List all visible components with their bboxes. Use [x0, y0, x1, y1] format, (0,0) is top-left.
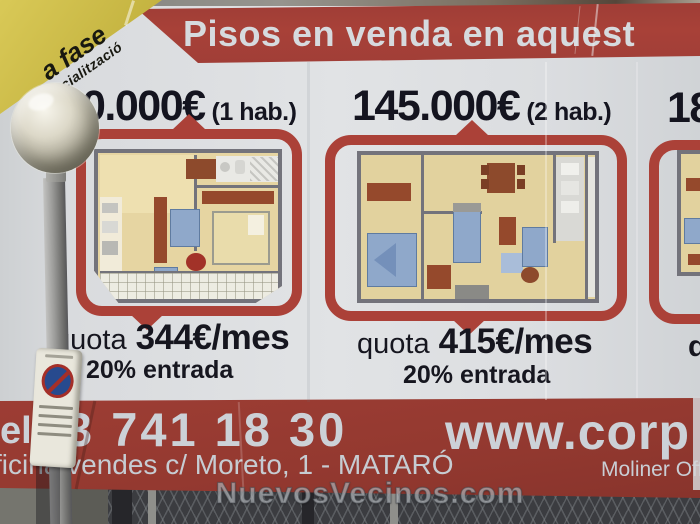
floorplan2-rug — [501, 253, 523, 273]
floorplan2-chair — [517, 165, 525, 175]
price-2hab-rooms: (2 hab.) — [526, 98, 612, 126]
floorplan2-round-table — [521, 267, 539, 283]
entrada-1hab: 20% entrada — [86, 356, 234, 384]
price-3hab-value: 18 — [667, 84, 700, 132]
fence-post — [112, 486, 132, 524]
floorplan1-appliance — [102, 203, 118, 213]
sign-text-line — [38, 413, 73, 420]
banner-title: Pisos en venda en aquest — [183, 13, 636, 54]
floorplan2-appliance — [561, 201, 579, 213]
fence-post — [302, 490, 314, 524]
no-parking-sign — [29, 347, 83, 469]
quota-1hab: quota 344€/mes — [54, 318, 290, 358]
floorplan2-wall — [421, 155, 424, 299]
sign-text-line — [37, 431, 72, 437]
floorplan1-sofa — [170, 209, 200, 247]
quota-3-fragment: q — [688, 330, 700, 363]
floorplan-3 — [677, 150, 700, 276]
floorplan2-chair — [481, 165, 489, 175]
frame-1hab-arrow-down — [130, 314, 164, 330]
frame-1hab — [76, 129, 302, 316]
floorplan1-terrace — [100, 273, 278, 299]
floorplan3-furniture — [684, 218, 700, 244]
quota-1hab-value: 344€/mes — [135, 318, 290, 357]
quota-2hab-label: quota — [357, 328, 430, 360]
floorplan1-pillow — [248, 215, 264, 235]
floorplan1-dining-table — [186, 159, 218, 179]
billboard-edge — [693, 396, 700, 490]
sky-strip — [0, 0, 700, 10]
floorplan2-duvet — [374, 243, 396, 277]
floorplan1-terrace-wall — [100, 271, 278, 273]
agency-name: Moliner Offi — [601, 458, 700, 481]
lamppost-collar — [46, 170, 66, 182]
floorplan3-furniture — [686, 178, 700, 191]
floorplan2-appliance — [561, 181, 579, 195]
floorplan1-tv-unit — [154, 197, 167, 263]
floorplan2-dining-table — [487, 163, 515, 193]
floorplan2-balcony — [588, 157, 595, 297]
floorplan2-wall — [585, 155, 588, 299]
floorplan2-chair — [517, 179, 525, 189]
frame-2hab-arrow-down — [452, 319, 486, 335]
floorplan2-door-mat — [455, 285, 489, 299]
floorplan1-toilet — [235, 160, 245, 174]
quota-2hab-value: 415€/mes — [438, 322, 593, 361]
floorplan2-cabinet — [453, 211, 481, 263]
floorplan2-wall — [553, 155, 556, 243]
sign-text-line — [38, 404, 74, 411]
floorplan2-wardrobe — [367, 183, 411, 201]
frame-3 — [649, 140, 700, 324]
entrada-2hab: 20% entrada — [403, 361, 551, 389]
quota-2hab: quota 415€/mes — [357, 322, 593, 362]
no-parking-icon — [40, 363, 75, 399]
phone-number: 3 741 18 30 — [66, 403, 348, 456]
frame-1hab-arrow-up — [172, 114, 206, 130]
floorplan1-sink — [220, 162, 230, 172]
sign-text-line — [37, 422, 73, 429]
floorplan2-cabinet-top — [453, 203, 481, 212]
floorplan2-dresser — [427, 265, 451, 289]
floorplan1-wall — [194, 185, 278, 188]
floorplan1-appliance — [102, 221, 118, 233]
floorplan3-furniture — [688, 254, 700, 265]
watermark: NuevosVecinos.com — [215, 476, 525, 510]
floorplan1-appliance — [102, 241, 118, 255]
top-banner — [137, 3, 700, 63]
floorplan1-wall — [194, 155, 197, 251]
frame-2hab — [325, 135, 627, 321]
website-url: www.corp — [445, 404, 691, 460]
floorplan1-wardrobe — [202, 191, 274, 204]
floorplan2-sofa — [522, 227, 548, 267]
floorplan2-appliance — [561, 163, 579, 175]
no-parking-slash — [41, 367, 74, 399]
frame-2hab-arrow-up — [455, 120, 489, 136]
floorplan1-round-table — [186, 253, 206, 271]
floorplan-2hab — [357, 151, 599, 303]
floorplan1-shower — [250, 157, 278, 181]
fence-post — [390, 492, 398, 524]
price-3hab: 18 — [667, 84, 700, 133]
floorplan2-armchair — [499, 217, 516, 245]
price-2hab: 145.000€ (2 hab.) — [352, 82, 612, 131]
bottom-banner — [0, 398, 700, 498]
floorplan2-chair — [481, 179, 489, 189]
floorplan-1hab — [94, 149, 282, 303]
sign-header-text — [44, 354, 74, 359]
price-1hab-rooms: (1 hab.) — [211, 98, 297, 126]
price-2hab-value: 145.000€ — [352, 82, 521, 130]
floorplan2-bed — [367, 233, 417, 287]
lamppost-globe — [11, 83, 99, 173]
fence-post — [148, 488, 156, 524]
